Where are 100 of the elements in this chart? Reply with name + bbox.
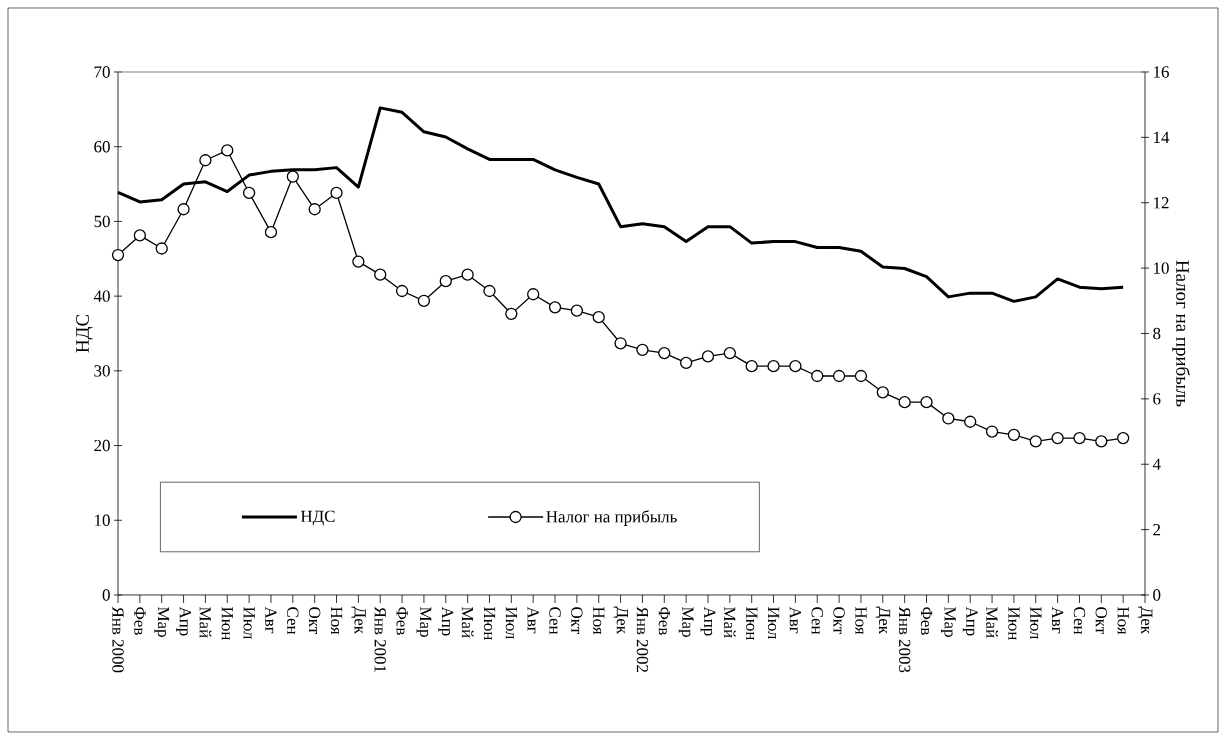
y2-tick-label: 8 xyxy=(1153,327,1161,340)
point xyxy=(811,369,824,383)
y-tick-label: 0 xyxy=(102,589,110,601)
point xyxy=(286,170,299,183)
y2-tick-label: 2 xyxy=(1153,524,1161,536)
x-tick-label: Май xyxy=(723,606,736,638)
x-tick-label: Апр xyxy=(176,606,191,636)
x-tick-label: Сен xyxy=(811,607,823,635)
x-tick-label: Янв 2000 xyxy=(112,606,124,673)
point xyxy=(920,395,933,409)
x-tick-label: Ноя xyxy=(330,606,343,635)
legend-label: Налог на прибыль xyxy=(546,510,677,526)
point xyxy=(133,229,147,242)
y2-tick-label: 12 xyxy=(1154,197,1169,209)
x-tick-label: Июл xyxy=(243,606,255,640)
point xyxy=(679,356,693,370)
x-tick-label: Дек xyxy=(875,606,891,635)
point xyxy=(1051,431,1064,445)
x-tick-label: Сен xyxy=(287,607,299,635)
point xyxy=(723,346,736,360)
point xyxy=(352,255,365,268)
x-tick-label: Май xyxy=(199,606,212,638)
x-tick-label: Фев xyxy=(658,607,670,635)
point xyxy=(155,242,168,255)
x-tick-label: Мар xyxy=(678,606,694,637)
x-tick-label: Янв 2001 xyxy=(374,606,386,672)
x-tick-label: Окт xyxy=(1095,607,1108,634)
y-axis-title: НДС xyxy=(76,314,93,353)
x-tick-label: Сен xyxy=(1073,607,1086,635)
point xyxy=(483,284,496,298)
point xyxy=(527,288,540,301)
x-tick-label: Мар xyxy=(416,606,432,637)
x-tick-label: Апр xyxy=(962,606,978,636)
x-tick-label: Авг xyxy=(789,606,801,634)
x-tick-label: Ноя xyxy=(1117,606,1129,635)
point xyxy=(395,284,409,298)
point xyxy=(1117,431,1130,445)
y2-tick-label: 6 xyxy=(1153,393,1161,405)
x-tick-label: Дек xyxy=(1137,606,1153,635)
x-tick-label: Дек xyxy=(613,606,628,635)
point xyxy=(942,412,955,425)
x-tick-label: Окт xyxy=(308,607,321,634)
x-tick-label: Май xyxy=(986,606,998,638)
x-tick-label: Окт xyxy=(571,607,583,634)
y2-tick-label: 14 xyxy=(1154,131,1170,143)
x-tick-label: Июн xyxy=(746,606,758,641)
point xyxy=(1029,435,1042,448)
x-tick-label: Фев xyxy=(920,607,933,635)
point xyxy=(854,369,868,383)
point xyxy=(177,203,190,216)
point xyxy=(745,360,758,373)
x-tick-label: Апр xyxy=(438,606,454,636)
y2-tick-label: 0 xyxy=(1153,589,1161,601)
point xyxy=(898,395,911,409)
x-tick-label: Сен xyxy=(549,607,561,635)
y-tick-label: 60 xyxy=(94,140,110,153)
point xyxy=(199,154,212,167)
x-tick-label: Фев xyxy=(134,607,146,635)
point xyxy=(570,304,584,317)
x-tick-label: Фев xyxy=(396,607,408,635)
point xyxy=(330,186,343,200)
point xyxy=(614,337,627,350)
x-tick-label: Ноя xyxy=(855,606,867,635)
point xyxy=(1095,435,1108,448)
point xyxy=(876,386,889,399)
x-tick-label: Авг xyxy=(1052,606,1064,634)
x-tick-label: Июн xyxy=(221,606,233,641)
point xyxy=(832,369,846,383)
point xyxy=(767,360,780,373)
point xyxy=(461,268,474,281)
point xyxy=(264,226,278,239)
point xyxy=(374,268,387,281)
point xyxy=(111,248,125,262)
point xyxy=(242,186,256,200)
x-tick-label: Янв 2003 xyxy=(898,606,911,673)
y2-tick-label: 4 xyxy=(1152,458,1161,470)
point xyxy=(701,350,715,363)
point xyxy=(789,360,802,373)
x-tick-label: Окт xyxy=(833,607,845,634)
y-tick-label: 40 xyxy=(93,290,110,302)
y-tick-label: 20 xyxy=(94,439,110,452)
x-tick-label: Апр xyxy=(700,606,716,636)
x-tick-label: Ноя xyxy=(593,606,605,635)
x-tick-label: Июн xyxy=(1008,606,1020,641)
point xyxy=(417,294,431,307)
x-tick-label: Июл xyxy=(767,606,780,640)
y-tick-label: 50 xyxy=(94,215,110,228)
point xyxy=(548,301,562,314)
x-tick-label: Янв 2002 xyxy=(636,606,649,673)
y2-tick-label: 10 xyxy=(1154,262,1169,274)
point xyxy=(1073,431,1086,445)
y2-tick-label: 16 xyxy=(1154,66,1169,78)
y2-axis-title: Налог на прибыль xyxy=(1172,260,1190,407)
x-tick-label: Дек xyxy=(351,606,366,635)
x-tick-label: Июл xyxy=(505,606,517,640)
x-tick-label: Июл xyxy=(1030,606,1042,640)
y-tick-label: 30 xyxy=(94,365,110,377)
point xyxy=(221,144,234,157)
x-tick-label: Авг xyxy=(265,606,277,634)
x-tick-label: Май xyxy=(461,606,474,638)
